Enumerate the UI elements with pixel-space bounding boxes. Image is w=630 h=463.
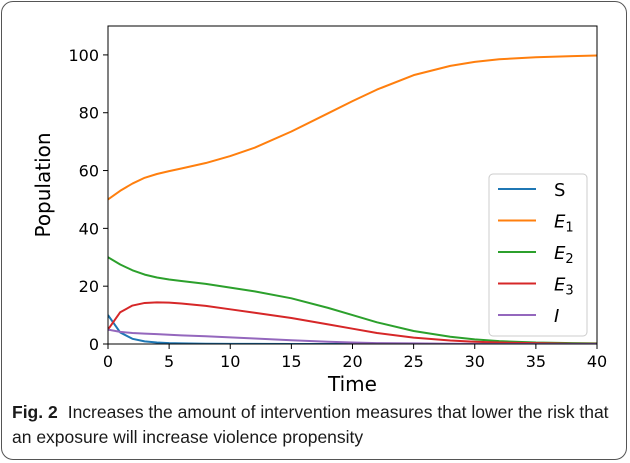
legend-entry-label: E3 (554, 275, 574, 299)
legend-entry-subscript: 1 (565, 221, 573, 236)
y-tick-label: 100 (68, 46, 99, 65)
legend-entry-label: S (554, 180, 565, 201)
legend-entry-subscript: 2 (565, 252, 573, 267)
y-tick-label: 60 (79, 162, 99, 181)
plot-area-border (107, 25, 598, 345)
series-line-e1 (108, 54, 597, 201)
x-axis-label: Time (327, 372, 377, 396)
y-tick-label: 40 (79, 219, 99, 238)
x-tick-label: 0 (103, 352, 113, 371)
legend-box (488, 173, 588, 337)
series-line-e3 (108, 301, 597, 344)
legend-entry-text: E (554, 275, 566, 296)
figure-caption-text: Increases the amount of intervention mea… (12, 402, 609, 447)
x-tick-label: 25 (403, 352, 423, 371)
legend-entry-subscript: 3 (565, 284, 573, 299)
legend-entry-text: E (554, 212, 566, 233)
legend-entry-text: I (554, 306, 559, 327)
y-tick-label: 20 (79, 277, 99, 296)
x-tick-label: 40 (587, 352, 607, 371)
figure-caption: Fig. 2 Increases the amount of interventi… (12, 400, 618, 450)
x-tick-label: 35 (526, 352, 546, 371)
x-tick-label: 10 (220, 352, 240, 371)
x-tick-label: 20 (342, 352, 362, 371)
figure-label: Fig. 2 (12, 402, 58, 422)
y-axis-label: Population (31, 132, 55, 237)
legend-entry-text: E (554, 243, 566, 264)
y-tick-label: 80 (79, 104, 99, 123)
legend-entry-label: I (554, 306, 559, 327)
y-tick-label: 0 (89, 335, 99, 354)
series-line-e2 (108, 256, 597, 344)
legend-entry-label: E2 (554, 243, 574, 267)
legend-entry-label: E1 (554, 212, 574, 236)
legend-entry-text: S (554, 180, 565, 201)
x-tick-label: 5 (164, 352, 174, 371)
x-tick-label: 15 (281, 352, 301, 371)
x-tick-label: 30 (465, 352, 485, 371)
line-chart: 0 5 10 15 20 25 30 35 40 0 20 40 60 80 100 Time Populati… (31, 25, 607, 396)
